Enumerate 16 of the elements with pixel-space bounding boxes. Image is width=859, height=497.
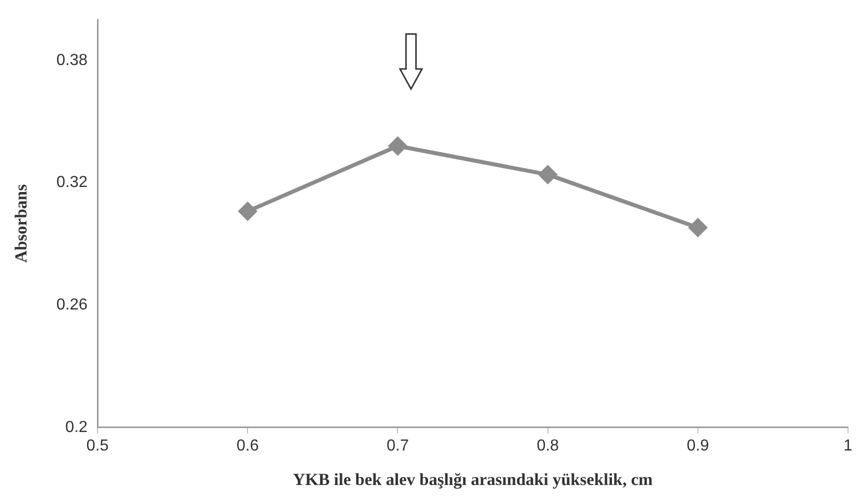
y-tick-label: 0.2 <box>65 418 88 436</box>
y-tick-label: 0.38 <box>56 52 88 69</box>
y-axis-title: Absorbans <box>12 184 31 263</box>
x-tick-label: 0.8 <box>536 437 560 454</box>
x-tick-label: 0.7 <box>386 437 409 454</box>
x-axis-title: YKB ile bek alev başlığı arasındaki yükseklik, cm <box>292 470 653 490</box>
y-tick-label: 0.26 <box>56 296 88 314</box>
point <box>538 166 557 184</box>
x-tick-label: 0.9 <box>686 437 710 454</box>
x-tick-label: 0.5 <box>86 437 109 454</box>
point <box>388 137 407 156</box>
point <box>688 218 707 237</box>
x-tick-label: 0.6 <box>236 437 259 454</box>
y-tick-label: 0.32 <box>56 174 88 192</box>
point <box>238 202 257 220</box>
x-tick-label: 1 <box>844 437 853 454</box>
